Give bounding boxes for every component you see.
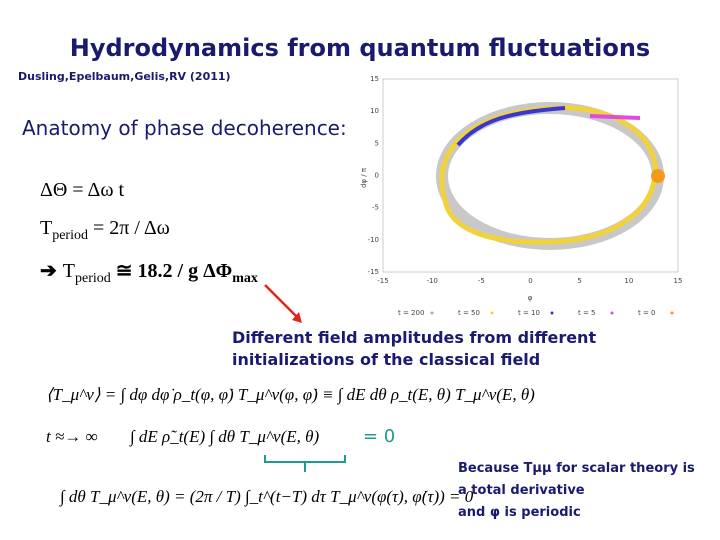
phase-plot: dφ / π φ	[360, 78, 679, 302]
legend-swatch	[610, 311, 614, 315]
y-tick-label: 0	[375, 172, 379, 180]
formula: Tperiod = 2π / Δω	[40, 217, 170, 243]
x-label: φ	[528, 294, 533, 302]
subscript: period	[52, 228, 88, 243]
symbol: T	[63, 260, 75, 282]
equation: ∫ dE ρ̃_t(E) ∫ dθ T_μ^ν(E, θ)	[129, 427, 319, 447]
note: a total derivative	[458, 483, 585, 498]
y-tick-label: 5	[375, 139, 379, 147]
arrow-head	[292, 312, 302, 323]
formula-rest: ≅ 18.2 / g ΔΦ	[111, 260, 232, 282]
x-tick-label: -10	[426, 277, 437, 285]
y-label: dφ / π	[360, 167, 368, 188]
x-tick-label: 10	[624, 277, 633, 285]
caption: initializations of the classical field	[232, 350, 540, 369]
symbol: T	[40, 217, 52, 239]
orbit-point	[651, 169, 665, 183]
orbit-blue	[456, 106, 566, 147]
formula-rest: = 2π / Δω	[88, 217, 170, 239]
citation: Dusling,Epelbaum,Gelis,RV (2011)	[18, 70, 231, 83]
arrow: ➔	[40, 260, 57, 282]
y-tick-label: -10	[368, 236, 379, 244]
legend-label: t = 0	[638, 309, 656, 317]
caption: Different field amplitudes from differen…	[232, 328, 596, 347]
plot-frame	[382, 78, 679, 273]
orbit-magenta	[589, 114, 641, 120]
y-tick-label: 10	[370, 107, 379, 115]
y-tick-label: -5	[372, 204, 379, 212]
formula: ➔ Tperiod ≅ 18.2 / g ΔΦmax	[40, 260, 258, 286]
x-tick-label: -15	[377, 277, 388, 285]
note: and φ is periodic	[458, 505, 581, 520]
bracket	[264, 455, 346, 472]
legend-swatch	[670, 311, 674, 315]
legend-label: t = 10	[518, 309, 540, 317]
y-tick-label: 15	[370, 75, 379, 83]
arrow	[264, 284, 299, 319]
legend-label: t = 200	[398, 309, 424, 317]
title: Hydrodynamics from quantum fluctuations	[70, 34, 650, 62]
formula: ΔΘ = Δω t	[40, 179, 125, 201]
equation: t ≈→ ∞	[46, 427, 98, 446]
y-tick-label: -15	[368, 268, 379, 276]
equation: ∫ dθ T_μ^ν(E, θ) = (2π / T) ∫_t^(t−T) dτ…	[59, 487, 474, 507]
subscript: period	[75, 271, 111, 286]
legend-swatch	[490, 311, 494, 315]
equation: ⟨T_μ^ν⟩ = ∫ dφ dφ̇ ρ_t(φ, φ̇) T_μ^ν(φ, φ…	[46, 385, 535, 405]
legend-swatch	[430, 311, 434, 315]
x-tick-label: 0	[528, 277, 532, 285]
x-tick-label: -5	[478, 277, 485, 285]
heading: Anatomy of phase decoherence:	[22, 116, 347, 140]
legend-swatch	[550, 311, 554, 315]
legend-label: t = 50	[458, 309, 480, 317]
subscript: max	[232, 271, 258, 286]
equation-result: = 0	[363, 426, 395, 447]
x-tick-label: 15	[674, 277, 683, 285]
legend-label: t = 5	[578, 309, 596, 317]
x-tick-label: 5	[577, 277, 581, 285]
note: Because Tμμ for scalar theory is	[458, 461, 695, 476]
